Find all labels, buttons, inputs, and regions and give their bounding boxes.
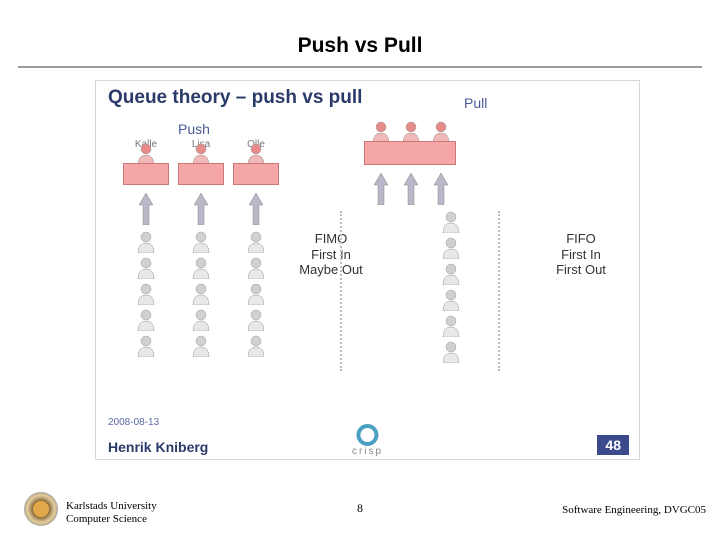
slide-author: Henrik Kniberg [108,439,208,455]
page-footer: Karlstads University Computer Science 8 … [0,480,720,540]
page-title: Push vs Pull [0,0,720,66]
queue-person-icon [136,283,156,305]
page-number: 8 [357,501,363,516]
arrow-up-icon [374,173,388,205]
slide-page-number: 48 [597,435,629,455]
queue-person-icon [191,335,211,357]
fimo-line1: FIMO [286,231,376,247]
queue-person-icon [136,309,156,331]
queue-person-icon [136,231,156,253]
queue-person-icon [441,315,461,337]
fifo-line1: FIFO [536,231,626,247]
fifo-line3: First Out [536,262,626,278]
worker-icon [431,121,451,143]
queue-person-icon [246,335,266,357]
fimo-line2: First In [286,247,376,263]
crisp-logo-text: crisp [352,446,383,457]
worker-icon [371,121,391,143]
worker-icon [191,143,211,165]
divider [18,66,702,68]
fifo-line2: First In [536,247,626,263]
university-line1: Karlstads University [66,500,157,513]
queue-person-icon [246,283,266,305]
guide-line [340,211,342,371]
fimo-caption: FIMO First In Maybe Out [286,231,376,278]
slide-date: 2008-08-13 [108,417,159,428]
fimo-line3: Maybe Out [286,262,376,278]
queue-person-icon [191,231,211,253]
queue-person-icon [191,283,211,305]
desk [178,163,224,185]
guide-line [498,211,500,371]
queue-person-icon [441,263,461,285]
queue-person-icon [246,257,266,279]
queue-person-icon [191,309,211,331]
queue-person-icon [136,257,156,279]
crisp-logo-icon [357,424,379,446]
university-seal-icon [24,492,58,526]
push-label: Push [178,121,210,137]
queue-person-icon [441,237,461,259]
queue-person-icon [191,257,211,279]
queue-person-icon [246,231,266,253]
university-text: Karlstads University Computer Science [66,500,157,526]
queue-person-icon [441,289,461,311]
desk [123,163,169,185]
arrow-up-icon [249,193,263,225]
queue-person-icon [136,335,156,357]
queue-person-icon [246,309,266,331]
queue-person-icon [441,341,461,363]
course-code: Software Engineering, DVGC05 [562,504,706,516]
slide-title: Queue theory – push vs pull [108,87,362,109]
embedded-slide: Queue theory – push vs pull Push Pull FI… [95,80,640,460]
worker-icon [136,143,156,165]
worker-icon [246,143,266,165]
worker-icon [401,121,421,143]
arrow-up-icon [194,193,208,225]
slide-footer: 2008-08-13 Henrik Kniberg crisp 48 [96,429,639,459]
desk [364,141,456,165]
arrow-up-icon [139,193,153,225]
arrow-up-icon [404,173,418,205]
desk [233,163,279,185]
fifo-caption: FIFO First In First Out [536,231,626,278]
university-line2: Computer Science [66,513,157,526]
pull-label: Pull [464,95,487,111]
queue-person-icon [441,211,461,233]
crisp-logo: crisp [352,424,383,457]
arrow-up-icon [434,173,448,205]
